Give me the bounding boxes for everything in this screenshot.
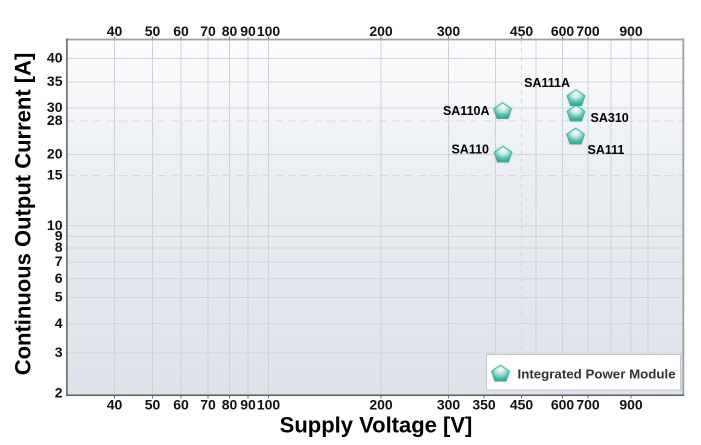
svg-text:90: 90 — [240, 23, 256, 39]
svg-text:200: 200 — [369, 23, 393, 39]
svg-text:5: 5 — [55, 289, 63, 305]
svg-text:60: 60 — [173, 23, 189, 39]
svg-text:28: 28 — [47, 112, 63, 128]
svg-text:40: 40 — [107, 397, 123, 413]
svg-text:40: 40 — [107, 23, 123, 39]
svg-text:70: 70 — [200, 397, 216, 413]
svg-text:90: 90 — [240, 397, 256, 413]
svg-text:900: 900 — [619, 23, 643, 39]
svg-text:8: 8 — [55, 239, 63, 255]
svg-text:10: 10 — [47, 217, 63, 233]
svg-text:300: 300 — [437, 397, 461, 413]
svg-text:700: 700 — [576, 23, 600, 39]
svg-text:600: 600 — [551, 23, 575, 39]
svg-text:50: 50 — [145, 23, 161, 39]
svg-text:7: 7 — [55, 253, 63, 269]
svg-text:40: 40 — [47, 50, 63, 66]
svg-text:600: 600 — [551, 397, 575, 413]
svg-text:2: 2 — [55, 385, 63, 401]
svg-text:700: 700 — [576, 397, 600, 413]
svg-text:80: 80 — [222, 23, 238, 39]
svg-text:450: 450 — [510, 397, 534, 413]
svg-text:350: 350 — [472, 397, 496, 413]
svg-text:20: 20 — [47, 146, 63, 162]
svg-text:SA111A: SA111A — [524, 76, 570, 90]
svg-text:SA110A: SA110A — [443, 104, 490, 118]
svg-text:80: 80 — [222, 397, 238, 413]
svg-text:100: 100 — [257, 23, 281, 39]
svg-text:15: 15 — [47, 167, 63, 183]
svg-text:9: 9 — [55, 228, 63, 244]
svg-text:Continuous Output Current [A]: Continuous Output Current [A] — [10, 53, 35, 376]
svg-text:Integrated Power Module: Integrated Power Module — [518, 367, 676, 382]
svg-text:100: 100 — [257, 397, 281, 413]
svg-text:SA111: SA111 — [588, 143, 625, 157]
svg-text:6: 6 — [55, 270, 63, 286]
svg-text:4: 4 — [55, 315, 63, 331]
svg-text:SA310: SA310 — [591, 111, 629, 125]
svg-text:900: 900 — [619, 397, 643, 413]
svg-text:70: 70 — [200, 23, 216, 39]
svg-text:300: 300 — [437, 23, 461, 39]
svg-text:200: 200 — [369, 397, 393, 413]
svg-text:50: 50 — [145, 397, 161, 413]
svg-text:450: 450 — [510, 23, 534, 39]
svg-text:60: 60 — [173, 397, 189, 413]
svg-text:30: 30 — [47, 99, 63, 115]
svg-text:3: 3 — [55, 344, 63, 360]
svg-text:35: 35 — [47, 73, 63, 89]
svg-text:Supply Voltage [V]: Supply Voltage [V] — [280, 413, 473, 438]
svg-text:SA110: SA110 — [451, 142, 489, 156]
